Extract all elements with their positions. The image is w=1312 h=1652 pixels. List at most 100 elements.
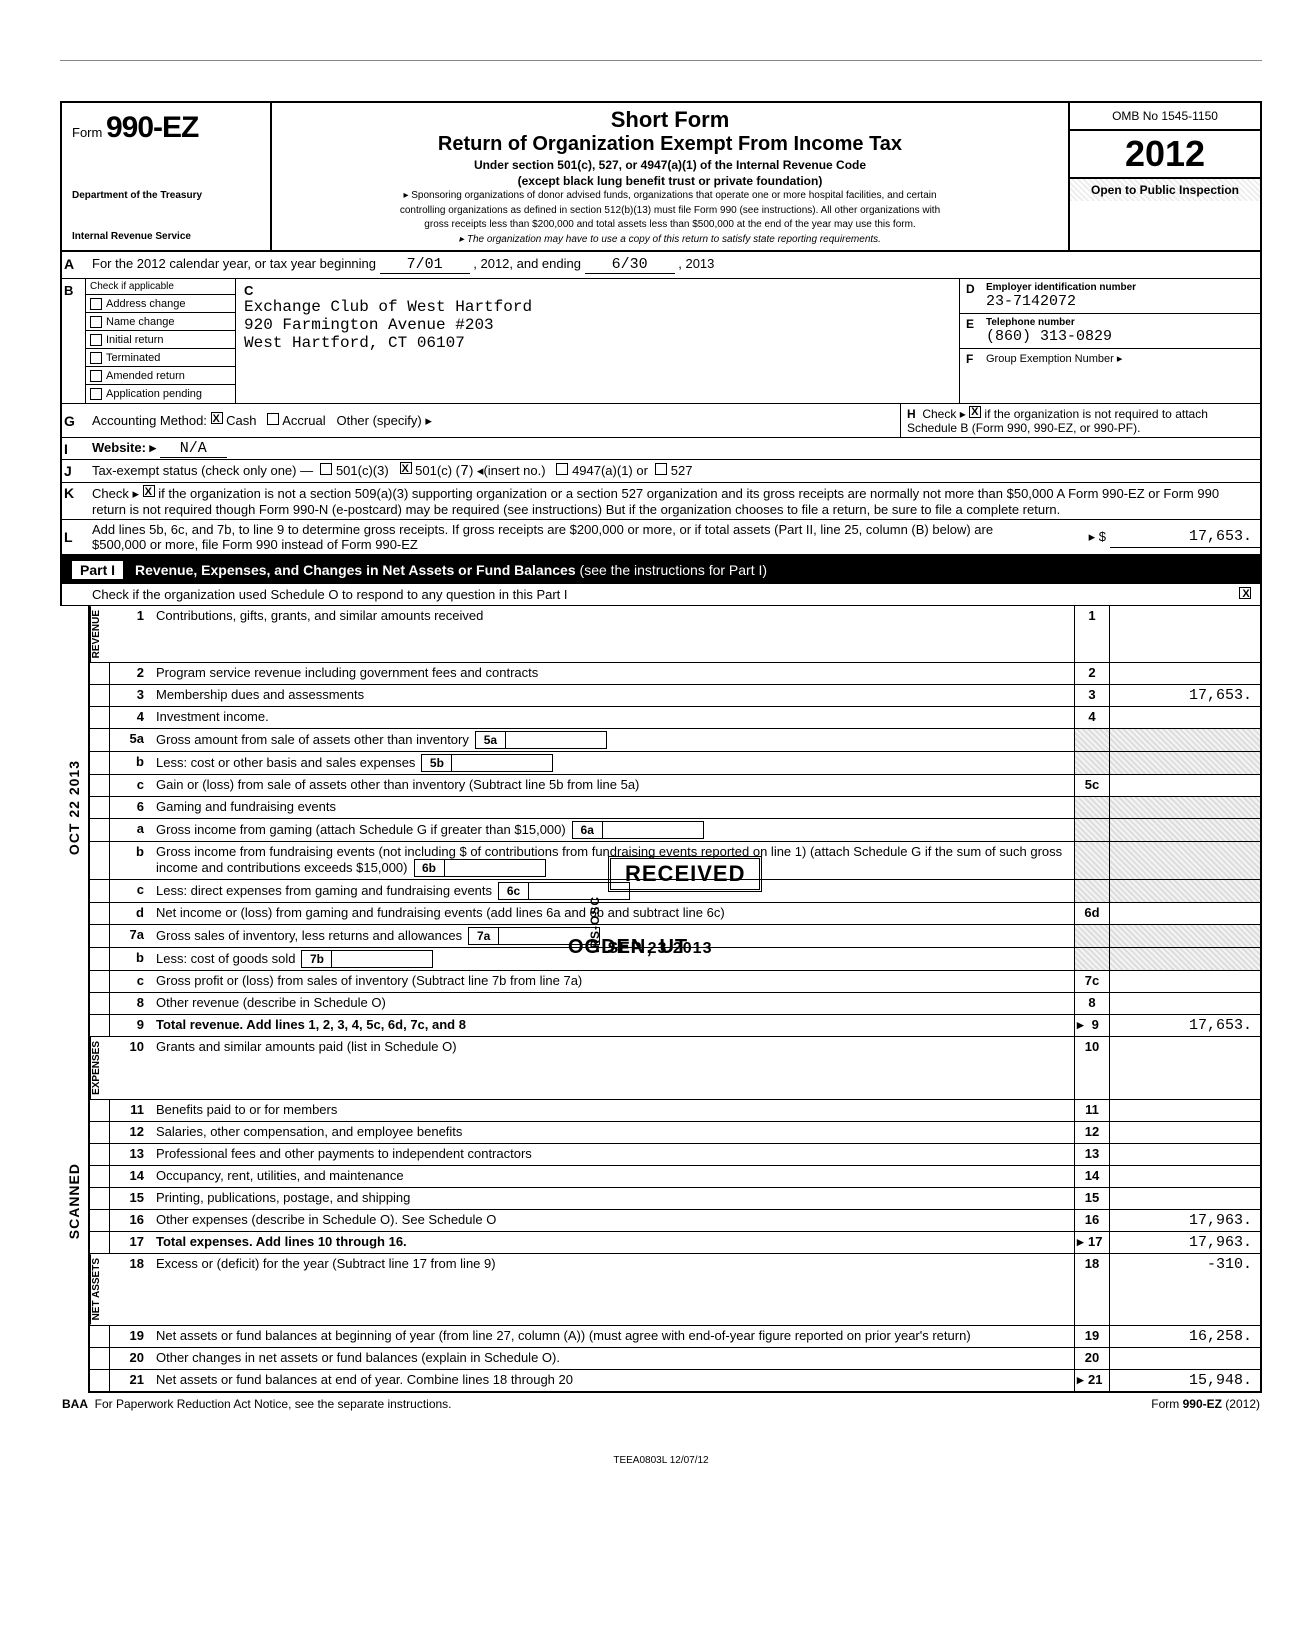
part1-check-row: Check if the organization used Schedule …: [60, 584, 1262, 606]
amt-number: 5c: [1074, 775, 1110, 796]
row-number: 4: [110, 707, 150, 728]
row-desc: Grants and similar amounts paid (list in…: [150, 1037, 1074, 1099]
amt-value: 16,258.: [1110, 1326, 1260, 1347]
header-mid: Short Form Return of Organization Exempt…: [272, 103, 1070, 250]
row-number: 13: [110, 1144, 150, 1165]
row-desc: Gain or (loss) from sale of assets other…: [150, 775, 1074, 796]
amt-value: [1110, 1122, 1260, 1143]
h-check: Check ▸: [922, 407, 965, 421]
row-number: 17: [110, 1232, 150, 1253]
chk-amended[interactable]: Amended return: [86, 367, 235, 385]
header-right: OMB No 1545-1150 2012 Open to Public Ins…: [1070, 103, 1260, 250]
chk-terminated[interactable]: Terminated: [86, 349, 235, 367]
side-spacer: [90, 1122, 110, 1143]
chk-h[interactable]: [969, 406, 981, 418]
opt-501c3: 501(c)(3): [336, 463, 389, 478]
row-desc: Program service revenue including govern…: [150, 663, 1074, 684]
amt-value: [1110, 1166, 1260, 1187]
amt-value: [1110, 1037, 1260, 1099]
table-row: 12Salaries, other compensation, and empl…: [90, 1122, 1260, 1144]
side-spacer: [90, 880, 110, 902]
amt-value: 17,653.: [1110, 685, 1260, 706]
row-number: b: [110, 842, 150, 879]
row-number: 11: [110, 1100, 150, 1121]
amt-number: 18: [1074, 1254, 1110, 1324]
form-label: Form: [72, 125, 102, 140]
row-number: 21: [110, 1370, 150, 1391]
chk-501c[interactable]: [400, 462, 412, 474]
year-end: 6/30: [585, 256, 675, 274]
side-spacer: [90, 819, 110, 841]
label-c: C: [244, 283, 951, 298]
opt-501c-num: 7: [460, 463, 469, 480]
chk-501c3[interactable]: [320, 463, 332, 475]
side-spacer: [90, 707, 110, 728]
part1-table: REVENUE1Contributions, gifts, grants, an…: [88, 606, 1262, 1393]
chk-cash[interactable]: [211, 412, 223, 424]
dept-block: Department of the Treasury Internal Reve…: [72, 160, 260, 242]
line-i: I Website: ▸ N/A: [60, 438, 1262, 460]
amt-value: 17,653.: [1110, 1015, 1260, 1036]
inset-amount: 5a: [475, 731, 607, 749]
chk-label: Amended return: [106, 370, 185, 382]
row-desc: Net assets or fund balances at end of ye…: [150, 1370, 1074, 1391]
row-number: 3: [110, 685, 150, 706]
title-return: Return of Organization Exempt From Incom…: [280, 133, 1060, 156]
amt-number-shade: [1074, 819, 1110, 841]
part1-heading: Revenue, Expenses, and Changes in Net As…: [135, 562, 767, 578]
website-value: N/A: [160, 440, 227, 458]
amt-number: ▸17: [1074, 1232, 1110, 1253]
table-row: NET ASSETS18Excess or (deficit) for the …: [90, 1254, 1260, 1325]
side-spacer: [90, 925, 110, 947]
part1-header: Part I Revenue, Expenses, and Changes in…: [60, 556, 1262, 584]
checkbox-icon: [90, 352, 102, 364]
label-e: E: [966, 317, 980, 345]
website-label: Website: ▸: [92, 440, 156, 455]
chk-527[interactable]: [655, 463, 667, 475]
amt-number: 12: [1074, 1122, 1110, 1143]
header-left: Form 990-EZ Department of the Treasury I…: [62, 103, 272, 250]
side-spacer: [90, 663, 110, 684]
ein-value: 23-7142072: [986, 293, 1254, 310]
line-k: K Check ▸ if the organization is not a s…: [60, 483, 1262, 520]
row-desc: Contributions, gifts, grants, and simila…: [150, 606, 1074, 662]
chk-name-change[interactable]: Name change: [86, 313, 235, 331]
side-spacer: [90, 1166, 110, 1187]
chk-k[interactable]: [143, 485, 155, 497]
side-spacer: [90, 729, 110, 751]
amt-value-shade: [1110, 797, 1260, 818]
table-row: 2Program service revenue including gover…: [90, 663, 1260, 685]
chk-initial-return[interactable]: Initial return: [86, 331, 235, 349]
amt-number: 6d: [1074, 903, 1110, 924]
chk-app-pending[interactable]: Application pending: [86, 385, 235, 403]
label-k: K: [62, 483, 86, 503]
chk-4947[interactable]: [556, 463, 568, 475]
label-d: D: [966, 282, 980, 310]
row-desc: Gross profit or (loss) from sales of inv…: [150, 971, 1074, 992]
row-number: d: [110, 903, 150, 924]
chk-schedule-o[interactable]: [1239, 587, 1251, 599]
side-spacer: [90, 1326, 110, 1347]
phone-title: Telephone number: [986, 317, 1254, 328]
row-number: 10: [110, 1037, 150, 1099]
stamp-received: RECEIVED: [608, 856, 762, 892]
table-row: 6Gaming and fundraising events: [90, 797, 1260, 819]
section-b-to-f: B Check if applicable Address change Nam…: [60, 279, 1262, 404]
checkbox-icon: [90, 334, 102, 346]
checkbox-icon: [90, 388, 102, 400]
footer-form: Form 990-EZ (2012): [1151, 1397, 1260, 1411]
row-number: c: [110, 880, 150, 902]
table-row: 8Other revenue (describe in Schedule O)8: [90, 993, 1260, 1015]
amt-value-shade: [1110, 880, 1260, 902]
chk-accrual[interactable]: [267, 413, 279, 425]
row-desc: Net assets or fund balances at beginning…: [150, 1326, 1074, 1347]
amt-value: [1110, 1100, 1260, 1121]
amt-value: [1110, 663, 1260, 684]
group-exemption: Group Exemption Number ▸: [986, 352, 1254, 365]
chk-address-change[interactable]: Address change: [86, 295, 235, 313]
dept-line1: Department of the Treasury: [72, 190, 260, 201]
amt-value: [1110, 971, 1260, 992]
row-desc: Less: cost or other basis and sales expe…: [150, 752, 1074, 774]
amt-value-shade: [1110, 948, 1260, 970]
amt-number: ▸9: [1074, 1015, 1110, 1036]
